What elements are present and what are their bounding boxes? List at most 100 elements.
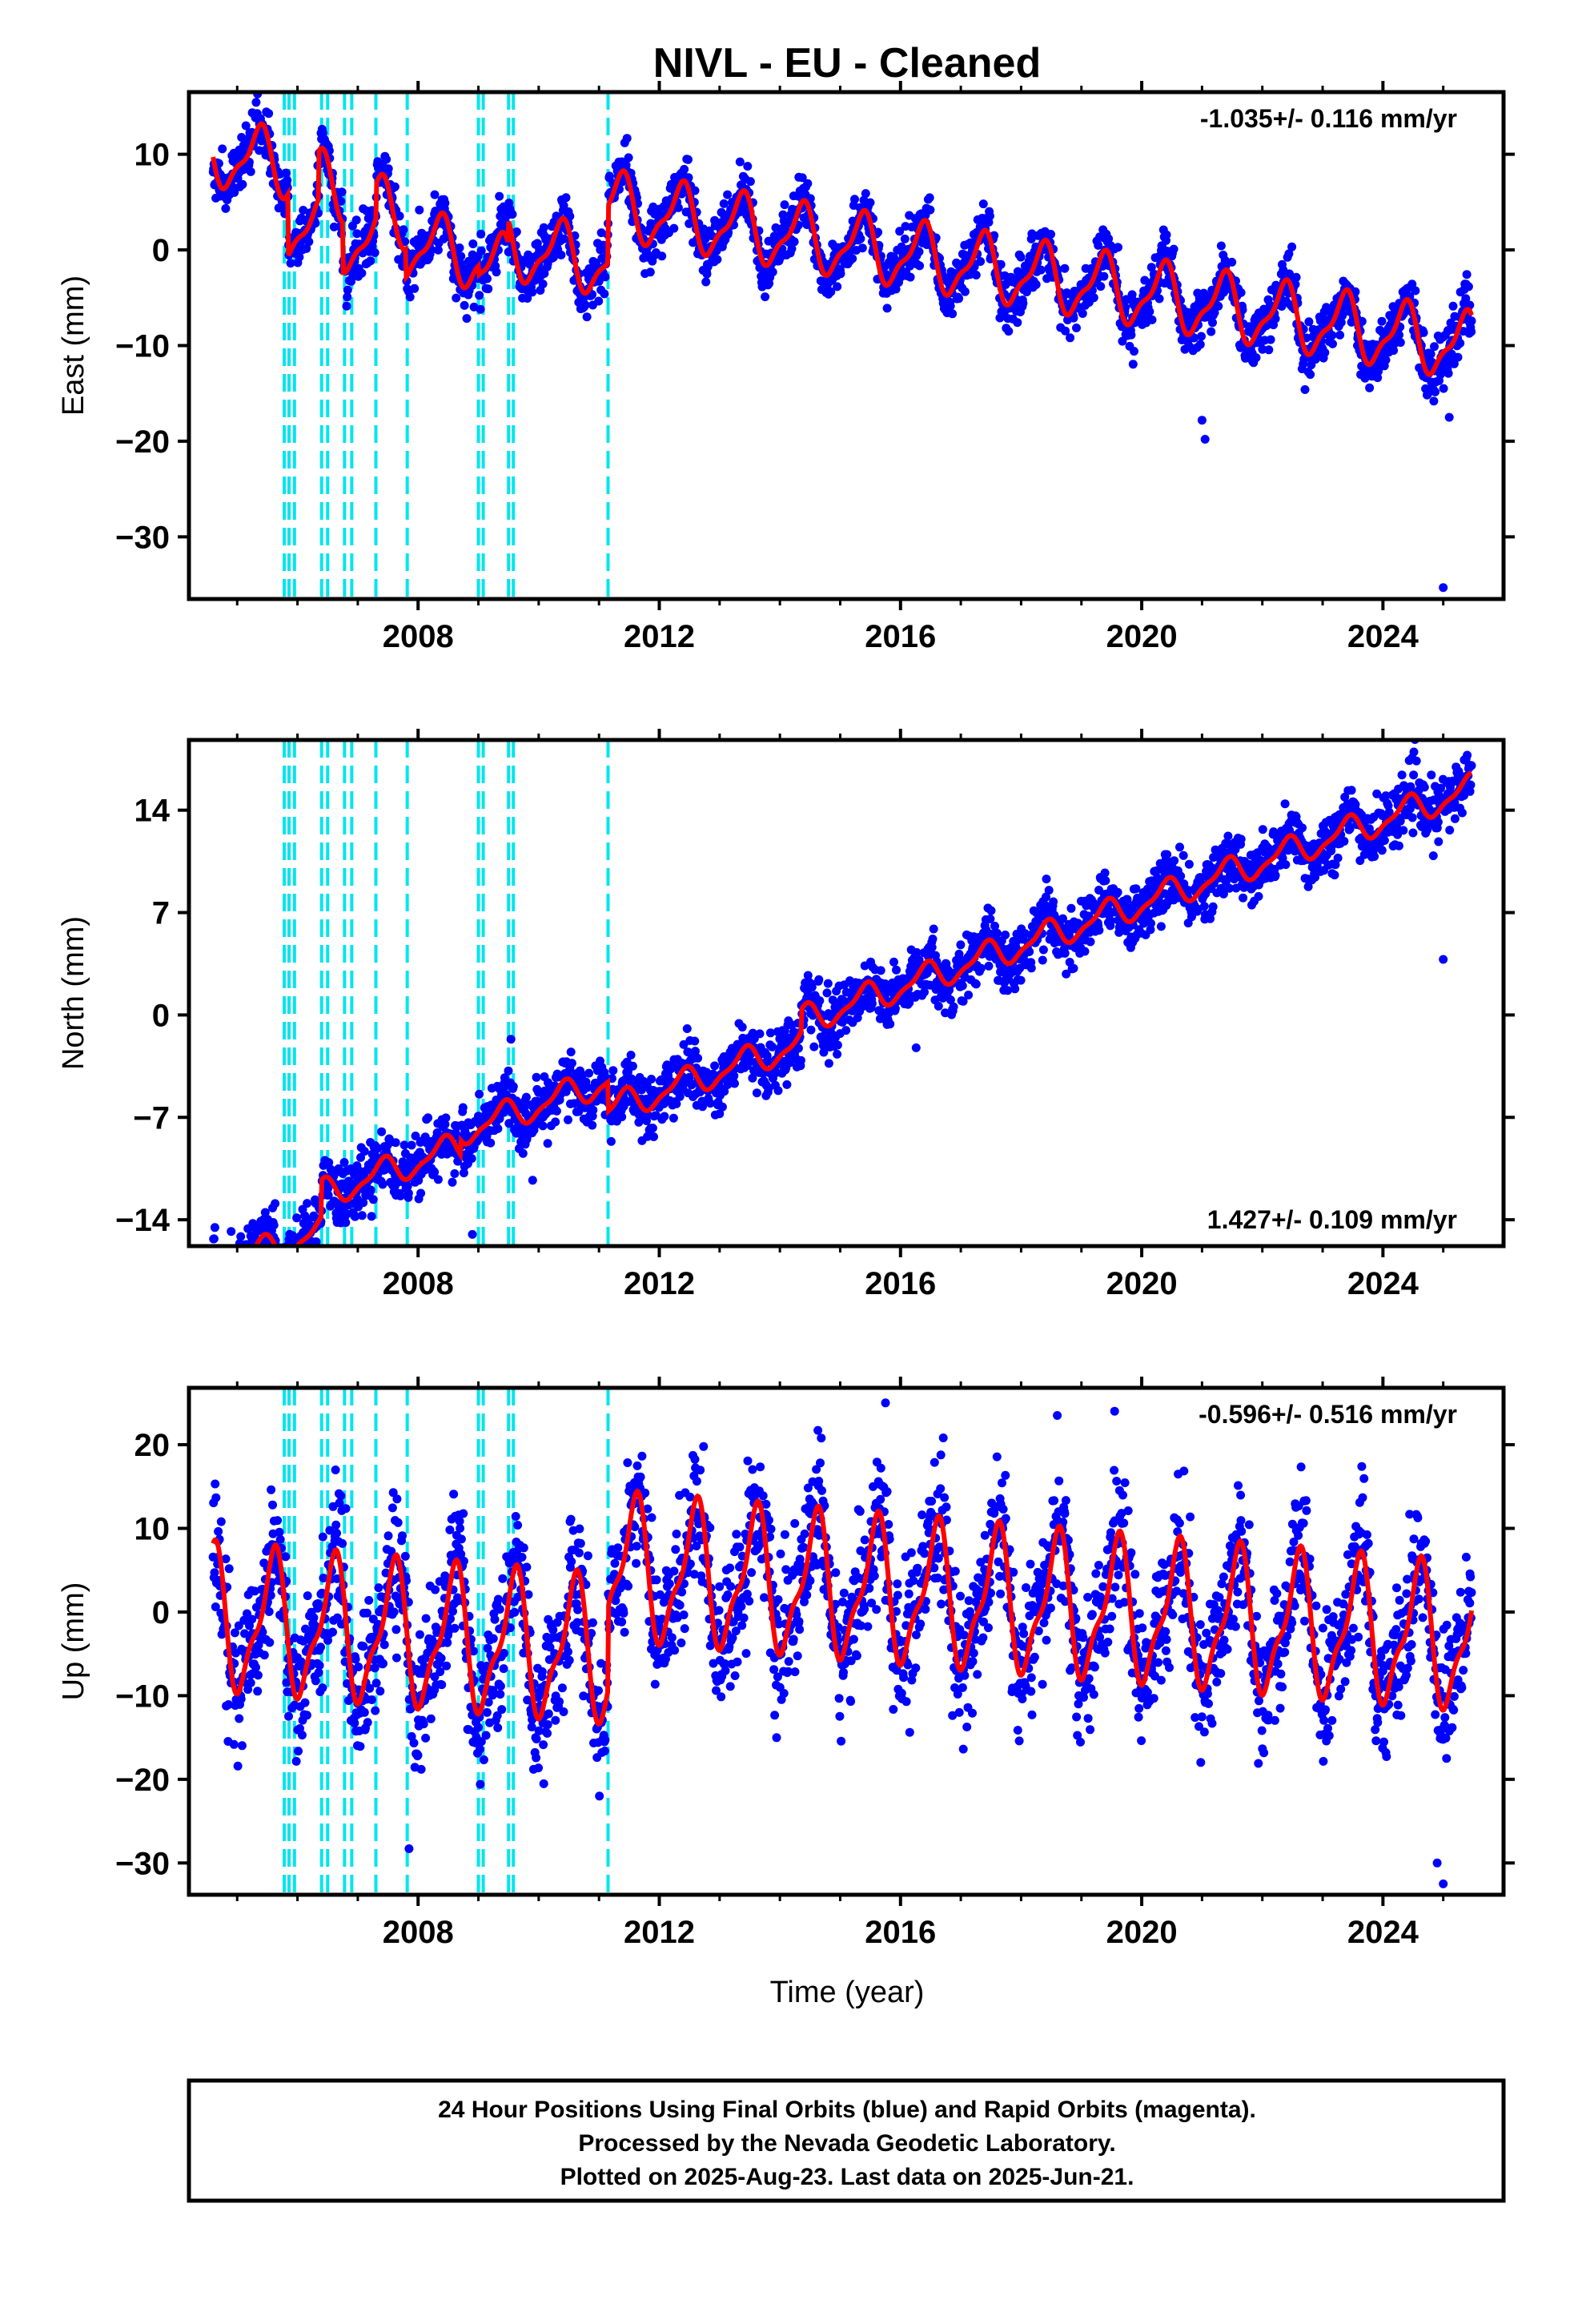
data-point [737, 1023, 747, 1032]
data-point [293, 1265, 302, 1273]
data-point [486, 1138, 496, 1148]
data-point [861, 189, 870, 199]
data-point [212, 1288, 221, 1297]
data-point [209, 1277, 218, 1286]
data-point [730, 1079, 739, 1088]
data-point [264, 109, 274, 119]
data-point [856, 234, 865, 243]
data-point [296, 1253, 305, 1262]
data-point [341, 1218, 351, 1228]
data-point [566, 1047, 576, 1057]
data-point [752, 1088, 761, 1098]
data-point [761, 292, 770, 302]
data-point [508, 1082, 518, 1092]
data-point [682, 1024, 692, 1033]
data-point [1280, 799, 1290, 809]
data-point [493, 1124, 503, 1133]
data-point [773, 1086, 783, 1096]
data-point [684, 155, 693, 164]
data-point [765, 1028, 775, 1038]
data-point [1258, 344, 1267, 354]
data-point [407, 1140, 416, 1150]
data-point [246, 167, 255, 176]
data-point [289, 1255, 298, 1264]
data-point [1147, 315, 1157, 324]
data-point [1145, 307, 1154, 316]
data-point [1026, 963, 1036, 973]
data-point [881, 979, 890, 988]
data-point [624, 1097, 633, 1107]
data-point [1284, 249, 1294, 259]
data-point [648, 1124, 657, 1133]
data-point [1154, 294, 1164, 304]
data-point [330, 1196, 339, 1206]
data-point [1049, 897, 1058, 907]
data-point [241, 121, 251, 131]
data-point [224, 1274, 233, 1283]
data-point [826, 287, 836, 296]
data-point [214, 1277, 223, 1285]
data-point [806, 1025, 816, 1035]
data-point [1162, 230, 1171, 239]
data-point [1104, 234, 1114, 243]
data-point [382, 155, 391, 164]
data-point [532, 1072, 541, 1082]
data-point [1291, 272, 1301, 282]
data-point [464, 256, 473, 266]
data-point [1227, 257, 1237, 267]
data-point [228, 1265, 237, 1274]
data-point [227, 1275, 236, 1284]
data-point [222, 1252, 231, 1261]
data-point [1176, 871, 1186, 881]
data-point [211, 1256, 220, 1265]
data-point [305, 1268, 314, 1277]
data-point [824, 1059, 833, 1068]
data-point [221, 1279, 230, 1288]
data-point [1208, 902, 1218, 911]
data-point [588, 1120, 597, 1130]
data-point [809, 1042, 819, 1051]
data-point [905, 272, 915, 282]
data-point [1464, 282, 1473, 292]
data-point [584, 1068, 594, 1078]
data-point [649, 1132, 658, 1141]
data-point [1094, 926, 1104, 935]
data-point [1336, 318, 1346, 328]
data-point [231, 1269, 240, 1278]
data-point [876, 966, 885, 975]
data-point [815, 996, 825, 1006]
data-point [357, 268, 367, 278]
data-point [1018, 299, 1028, 308]
data-point [920, 987, 929, 997]
data-point [1114, 243, 1122, 252]
data-point [241, 1264, 250, 1273]
data-point [484, 284, 493, 294]
data-point [405, 292, 415, 302]
data-point [336, 196, 346, 206]
data-point [521, 1092, 531, 1102]
data-point [1381, 356, 1391, 364]
rate-label: -1.035+/- 0.116 mm/yr [1200, 104, 1457, 133]
data-point [506, 1035, 516, 1044]
data-point [475, 1089, 484, 1099]
data-point [244, 1269, 253, 1278]
data-point [1426, 349, 1435, 359]
data-point [492, 267, 501, 277]
data-point [368, 1195, 378, 1204]
data-point [210, 1271, 219, 1280]
data-point [1036, 265, 1046, 275]
data-point [228, 1260, 237, 1269]
data-point [1208, 318, 1217, 328]
data-point [504, 1066, 513, 1076]
data-point [1162, 850, 1172, 859]
data-point [934, 1001, 943, 1011]
data-point [215, 1264, 224, 1273]
data-point [787, 244, 797, 254]
data-point [440, 1120, 450, 1129]
data-point [249, 1250, 258, 1259]
data-point [1021, 929, 1030, 939]
y-tick-label: 10 [135, 138, 171, 173]
data-point [690, 186, 700, 195]
data-point [660, 1112, 669, 1121]
data-point [1001, 931, 1010, 939]
